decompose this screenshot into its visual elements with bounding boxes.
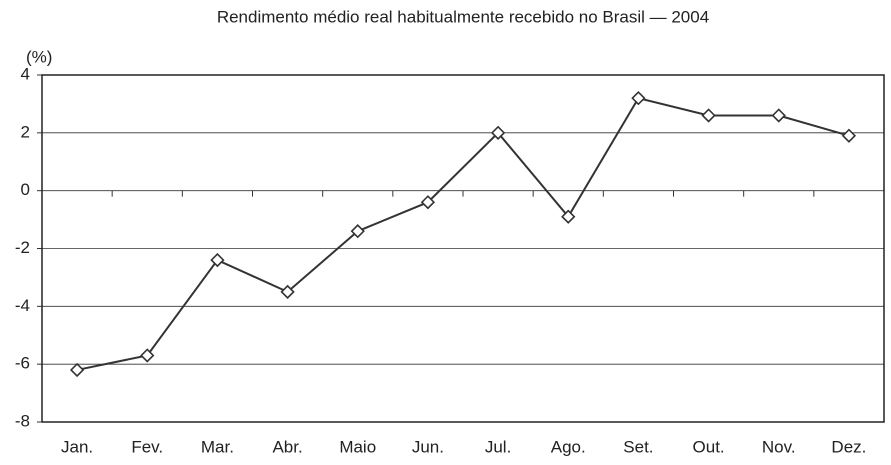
y-tick-label: 2 xyxy=(21,122,30,141)
x-tick-label: Jul. xyxy=(485,437,511,456)
marker xyxy=(701,108,716,123)
line xyxy=(76,96,850,371)
x-tick-label: Nov. xyxy=(762,437,796,456)
marker xyxy=(841,128,857,143)
x-tick-label: Fev. xyxy=(131,437,163,456)
y-tick-label: -4 xyxy=(15,296,30,315)
marker xyxy=(69,362,85,378)
marker xyxy=(771,108,786,123)
chart-title: Rendimento médio real habitualmente rece… xyxy=(217,7,709,26)
x-tick-label: Jan. xyxy=(61,437,93,456)
x-tick-label: Maio xyxy=(339,437,376,456)
x-tick-label: Mar. xyxy=(201,437,234,456)
x-tick-label: Ago. xyxy=(551,437,586,456)
marker xyxy=(631,91,646,106)
marker xyxy=(210,252,225,268)
x-tick-label: Out. xyxy=(693,437,725,456)
y-tick-label: 4 xyxy=(21,64,30,83)
y-tick-label: -2 xyxy=(15,238,30,257)
marker xyxy=(280,284,295,300)
marker xyxy=(561,209,576,224)
marker xyxy=(140,348,155,363)
y-axis-label: (%) xyxy=(26,47,52,66)
marker xyxy=(350,224,365,239)
x-tick-label: Set. xyxy=(623,437,653,456)
x-tick-label: Abr. xyxy=(272,437,302,456)
y-tick-label: -8 xyxy=(15,411,30,430)
y-tick-label: -6 xyxy=(15,354,30,373)
x-tick-label: Jun. xyxy=(412,437,444,456)
x-tick-label: Dez. xyxy=(831,437,866,456)
plot-frame xyxy=(41,74,885,423)
marker xyxy=(490,125,506,140)
marker xyxy=(420,195,436,210)
y-tick-label: 0 xyxy=(21,180,30,199)
